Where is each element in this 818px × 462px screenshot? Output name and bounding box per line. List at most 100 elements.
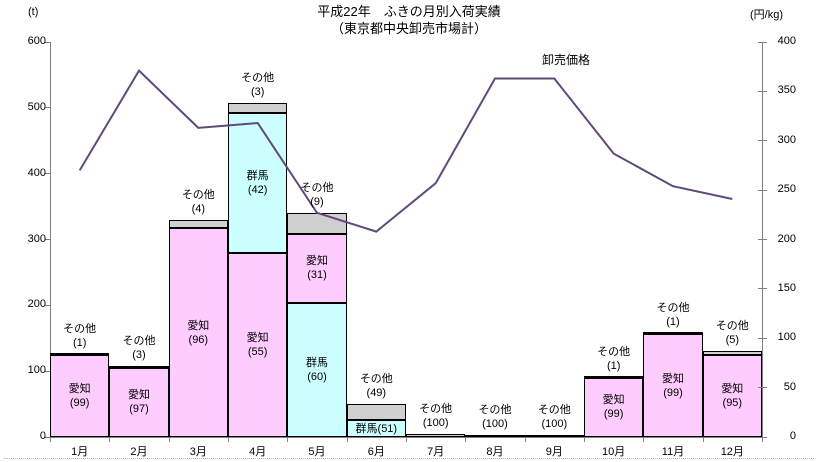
bar-segment-other xyxy=(406,434,466,437)
bottom-dotted-border xyxy=(4,458,814,459)
y-axis-tick-label-left: 600 xyxy=(27,35,46,47)
left-axis-unit: (t) xyxy=(28,6,39,18)
y-axis-tick-label-right: 400 xyxy=(777,35,796,47)
bar-above-label: その他 (3) xyxy=(241,72,275,99)
bar-segment-aichi: 愛知 (99) xyxy=(584,377,644,437)
price-line-label: 卸売価格 xyxy=(541,53,590,67)
bar-above-label: その他 (4) xyxy=(181,188,215,215)
bar-segment-other xyxy=(702,350,762,356)
x-axis-label: 11月 xyxy=(661,446,685,458)
bar-segment-aichi: 愛知 (55) xyxy=(228,253,288,437)
right-axis-tick xyxy=(758,436,767,438)
right-axis-tick xyxy=(758,387,767,389)
right-axis-tick xyxy=(758,41,767,43)
bar-above-label: その他 (5) xyxy=(715,319,749,346)
bar-above-label: その他 (100) xyxy=(478,404,512,431)
x-axis-label: 12月 xyxy=(720,446,744,458)
bar-segment-aichi: 愛知 (99) xyxy=(643,334,703,437)
right-axis-tick xyxy=(758,189,767,191)
bar-segment-other xyxy=(643,332,703,335)
right-axis-tick xyxy=(758,90,767,92)
bar-above-label: その他 (100) xyxy=(537,404,571,431)
x-axis-tick xyxy=(109,438,111,442)
bar-segment-aichi: 愛知 (99) xyxy=(50,354,110,437)
x-axis-label: 10月 xyxy=(602,446,626,458)
x-axis-tick xyxy=(702,438,704,442)
x-axis-tick xyxy=(346,438,348,442)
chart-title: 平成22年 ふきの月別入荷実績 xyxy=(317,4,501,19)
y-axis-tick-label-left: 300 xyxy=(27,232,46,245)
left-axis-tick xyxy=(45,370,50,372)
right-axis-tick xyxy=(758,239,767,240)
left-axis-tick xyxy=(45,107,50,109)
left-axis-line xyxy=(50,42,51,437)
x-axis-tick xyxy=(287,438,289,442)
x-axis-tick xyxy=(406,438,407,442)
left-axis-tick xyxy=(45,239,50,240)
x-axis-label: 9月 xyxy=(545,446,563,458)
right-axis-unit: (円/kg) xyxy=(750,9,783,21)
x-axis-label: 4月 xyxy=(249,446,267,458)
x-axis-label: 3月 xyxy=(189,446,207,458)
price-line-svg xyxy=(78,69,733,233)
bar-segment-other xyxy=(228,103,288,114)
bar-above-label: その他 (1) xyxy=(656,301,690,328)
y-axis-tick-label-left: 100 xyxy=(27,364,46,377)
plot-area: 卸売価格 愛知 (99) その他 (1) 愛知 (97) その他 (3) 愛知 (96)… xyxy=(50,42,762,437)
chart-subtitle: （東京都中央卸売市場計） xyxy=(330,21,487,36)
x-axis-label: 5月 xyxy=(308,446,326,458)
bar-segment-other xyxy=(524,435,584,437)
bar-segment-other xyxy=(168,219,228,229)
y-axis-tick-label-right: 300 xyxy=(777,133,796,146)
y-axis-tick-label-right: 50 xyxy=(783,380,796,393)
bar-segment-other xyxy=(50,352,110,355)
bar-segment-aichi: 愛知 (31) xyxy=(287,233,347,303)
x-axis-tick xyxy=(465,438,467,442)
x-axis-label: 7月 xyxy=(427,446,445,458)
left-axis-tick xyxy=(45,41,50,43)
chart-title-block: 平成22年 ふきの月別入荷実績 （東京都中央卸売市場計） xyxy=(0,3,818,37)
x-axis-label: 6月 xyxy=(367,446,385,458)
bar-segment-aichi: 愛知 (95) xyxy=(702,355,762,437)
y-axis-tick-label-right: 200 xyxy=(777,232,796,245)
y-axis-tick-label-right: 150 xyxy=(777,281,796,294)
bar-segment-other xyxy=(584,375,644,378)
y-axis-tick-label-left: 0 xyxy=(39,430,46,442)
x-axis-tick xyxy=(524,438,526,442)
y-axis-tick-label-right: 100 xyxy=(777,331,796,344)
y-axis-tick-label-left: 500 xyxy=(27,100,46,113)
bar-segment-aichi: 愛知 (96) xyxy=(168,228,228,437)
left-axis-tick xyxy=(45,304,50,306)
bar-segment-other xyxy=(346,404,406,421)
x-axis-tick xyxy=(762,438,763,442)
y-axis-tick-label-right: 350 xyxy=(777,84,796,97)
bar-segment-gunma: 群馬 (42) xyxy=(228,113,288,254)
x-axis-tick xyxy=(228,438,229,442)
bar-segment-aichi: 愛知 (97) xyxy=(109,367,169,437)
x-axis-tick xyxy=(50,438,51,442)
x-axis-tick xyxy=(168,438,170,442)
bar-above-label: その他 (100) xyxy=(419,403,453,430)
price-line xyxy=(78,69,733,233)
bar-segment-other xyxy=(465,435,525,437)
right-axis-tick xyxy=(758,140,767,142)
left-axis-tick xyxy=(45,173,50,175)
bar-above-label: その他 (9) xyxy=(300,182,334,209)
x-axis-label: 2月 xyxy=(130,446,148,458)
y-axis-tick-label-right: 0 xyxy=(789,430,796,442)
y-axis-tick-label-left: 200 xyxy=(27,298,46,311)
bar-segment-gunma: 群馬(51) xyxy=(346,420,406,437)
right-axis-tick xyxy=(758,288,767,290)
y-axis-tick-label-left: 400 xyxy=(27,166,46,179)
x-axis-line xyxy=(50,437,763,438)
y-axis-tick-label-right: 250 xyxy=(777,183,796,196)
bar-above-label: その他 (3) xyxy=(122,334,156,361)
x-axis-tick xyxy=(643,438,645,442)
bar-above-label: その他 (49) xyxy=(359,373,393,400)
right-axis-tick xyxy=(758,337,767,339)
x-axis-label: 1月 xyxy=(71,446,89,458)
bar-above-label: その他 (1) xyxy=(597,346,631,373)
left-axis-tick xyxy=(45,436,50,438)
x-axis-label: 8月 xyxy=(486,446,504,458)
